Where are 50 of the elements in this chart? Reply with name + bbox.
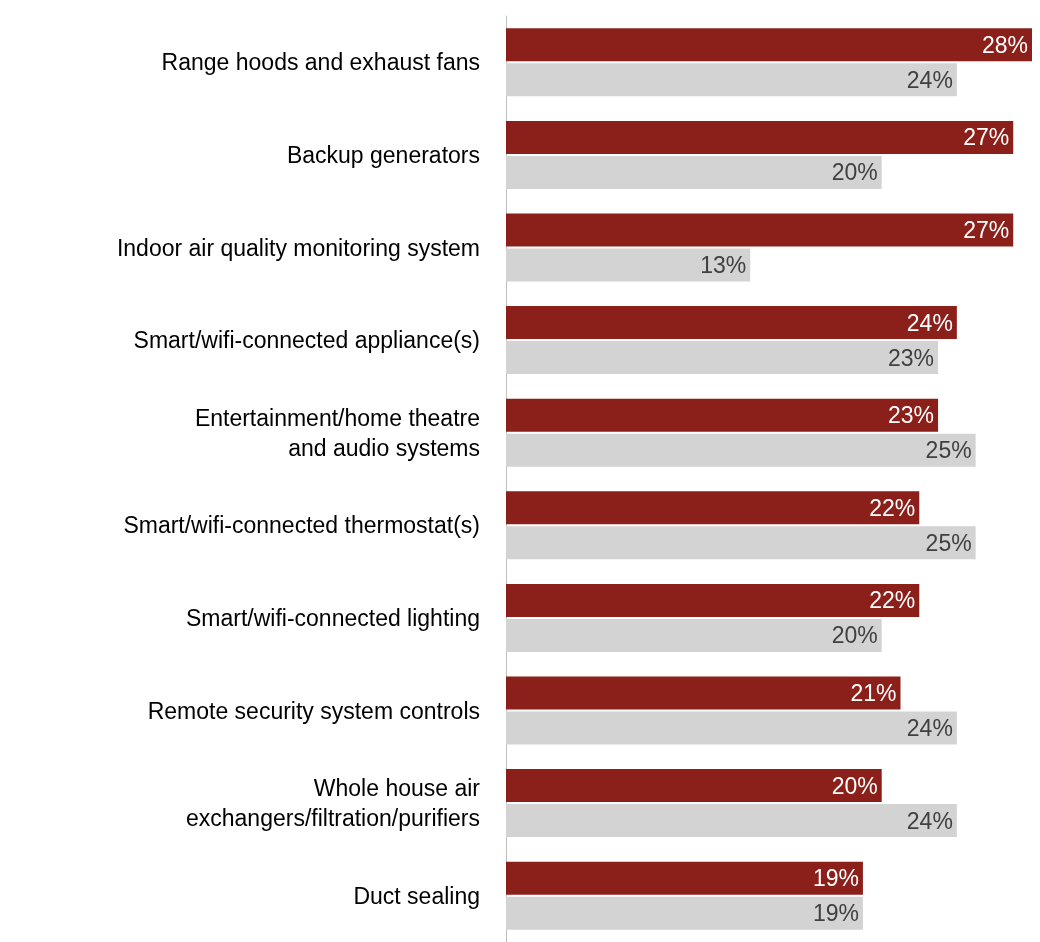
data-label: 24%	[906, 66, 953, 93]
data-label: 21%	[850, 680, 897, 707]
bar	[506, 28, 1032, 62]
y-tick-label: Smart/wifi-connected thermostat(s)	[123, 512, 480, 539]
data-label: 24%	[906, 309, 953, 336]
y-tick-label: Duct sealing	[353, 882, 480, 909]
y-tick-label: Backup generators	[286, 141, 480, 168]
data-label: 20%	[831, 159, 878, 186]
bar	[506, 63, 957, 97]
y-tick-label: Indoor air quality monitoring system	[116, 234, 480, 261]
bar	[506, 213, 1014, 247]
bar	[506, 861, 863, 895]
data-label: 27%	[963, 217, 1010, 244]
bar	[506, 306, 957, 340]
y-tick-label: Range hoods and exhaust fans	[161, 49, 480, 76]
bar	[506, 676, 901, 710]
data-label: 28%	[981, 31, 1028, 58]
y-tick-label: Smart/wifi-connected appliance(s)	[133, 327, 480, 354]
data-label: 19%	[812, 865, 859, 892]
data-label: 25%	[925, 437, 972, 464]
y-tick-label: Entertainment/home theatre and audio systems	[194, 404, 480, 461]
data-label: 23%	[888, 402, 935, 429]
y-tick-label: Whole house air exchangers/filtration/purifiers	[185, 775, 481, 832]
bar	[506, 804, 957, 838]
bar	[506, 341, 939, 375]
data-label: 23%	[888, 344, 935, 371]
data-label: 22%	[869, 494, 916, 521]
data-label: 25%	[925, 529, 972, 556]
y-tick-label: Remote security system controls	[147, 697, 480, 724]
bar	[506, 398, 939, 432]
data-label: 20%	[831, 772, 878, 799]
data-label: 20%	[831, 622, 878, 649]
bar	[506, 120, 1014, 154]
data-label: 19%	[812, 900, 859, 927]
bar	[506, 433, 976, 467]
bar	[506, 248, 751, 282]
bar	[506, 155, 882, 189]
bar	[506, 896, 863, 930]
data-label: 24%	[906, 714, 953, 741]
bar	[506, 711, 957, 745]
bar	[506, 583, 920, 617]
bar	[506, 618, 882, 652]
data-label: 13%	[700, 251, 747, 278]
data-label: 24%	[906, 807, 953, 834]
data-label: 22%	[869, 587, 916, 614]
bar	[506, 526, 976, 560]
bar	[506, 491, 920, 525]
data-label: 27%	[963, 124, 1010, 151]
bar	[506, 769, 882, 803]
y-tick-label: Smart/wifi-connected lighting	[185, 604, 480, 631]
